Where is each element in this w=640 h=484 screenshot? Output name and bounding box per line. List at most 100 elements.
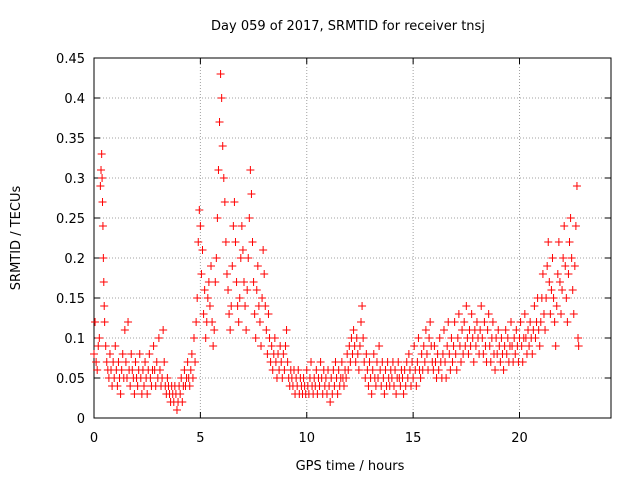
data-point xyxy=(159,326,168,334)
data-point xyxy=(559,254,568,262)
data-point xyxy=(242,326,251,334)
data-point xyxy=(152,358,161,366)
data-point xyxy=(183,358,192,366)
data-point xyxy=(105,350,114,358)
data-point xyxy=(189,334,198,342)
x-axis-label: GPS time / hours xyxy=(296,459,405,474)
data-point xyxy=(368,366,377,374)
data-point xyxy=(302,366,311,374)
data-point xyxy=(149,342,158,350)
data-point xyxy=(546,310,555,318)
data-point xyxy=(485,342,494,350)
data-point xyxy=(121,358,130,366)
data-point xyxy=(426,318,435,326)
data-point xyxy=(97,166,106,174)
data-point xyxy=(364,382,373,390)
data-point xyxy=(96,182,105,190)
data-point xyxy=(316,358,325,366)
data-point xyxy=(355,342,364,350)
data-point xyxy=(98,198,107,206)
data-point xyxy=(574,334,583,342)
chart-title: Day 059 of 2017, SRMTID for receiver tns… xyxy=(211,19,485,34)
data-point xyxy=(99,254,108,262)
data-point xyxy=(441,358,450,366)
data-point xyxy=(555,278,564,286)
data-point xyxy=(221,238,230,246)
data-point xyxy=(414,334,423,342)
data-point xyxy=(342,374,351,382)
data-point xyxy=(218,142,227,150)
data-point xyxy=(484,310,493,318)
y-axis-label: SRMTID / TECUs xyxy=(9,186,24,291)
data-point xyxy=(367,390,376,398)
data-point xyxy=(262,326,271,334)
data-point xyxy=(520,310,529,318)
data-point xyxy=(380,390,389,398)
data-point xyxy=(258,294,267,302)
data-point xyxy=(568,286,577,294)
data-point xyxy=(450,318,459,326)
data-point xyxy=(394,358,403,366)
axes: 0 0.05 0.1 0.15 0.2 0.25 0.3 0.35 0.4 0.45 0 5 10 15 2… xyxy=(56,52,612,446)
data-point xyxy=(357,318,366,326)
data-point xyxy=(499,366,508,374)
data-point xyxy=(541,326,550,334)
data-point xyxy=(563,318,572,326)
data-point xyxy=(131,358,140,366)
data-point xyxy=(452,366,461,374)
data-point xyxy=(454,310,463,318)
data-point xyxy=(215,118,224,126)
data-point xyxy=(214,166,223,174)
data-point xyxy=(339,382,348,390)
data-point xyxy=(365,358,374,366)
data-point xyxy=(413,358,422,366)
data-point xyxy=(496,358,505,366)
data-point xyxy=(511,350,520,358)
data-point xyxy=(422,350,431,358)
data-point xyxy=(448,358,457,366)
data-point xyxy=(467,310,476,318)
data-point xyxy=(351,358,360,366)
data-point xyxy=(460,318,469,326)
data-point xyxy=(92,358,101,366)
x-tick-label: 10 xyxy=(298,431,315,446)
data-point xyxy=(307,358,316,366)
data-point xyxy=(480,318,489,326)
data-point xyxy=(551,342,560,350)
data-point xyxy=(483,326,492,334)
data-point xyxy=(233,302,242,310)
data-point xyxy=(195,206,204,214)
data-point xyxy=(100,302,109,310)
data-point xyxy=(476,326,485,334)
data-point xyxy=(117,366,126,374)
data-point xyxy=(199,310,208,318)
data-point xyxy=(279,350,288,358)
data-point xyxy=(245,214,254,222)
y-tick-label: 0.05 xyxy=(56,372,85,387)
data-point xyxy=(419,342,428,350)
data-point xyxy=(283,358,292,366)
data-point xyxy=(222,270,231,278)
data-point xyxy=(217,94,226,102)
data-point xyxy=(213,214,222,222)
data-point xyxy=(219,174,228,182)
data-point xyxy=(235,294,244,302)
data-point xyxy=(486,358,495,366)
data-point xyxy=(538,270,547,278)
data-point xyxy=(270,334,279,342)
data-point xyxy=(553,270,562,278)
data-point xyxy=(196,222,205,230)
data-point xyxy=(562,294,571,302)
data-point xyxy=(570,262,579,270)
x-tick-label: 0 xyxy=(90,431,98,446)
data-point xyxy=(545,278,554,286)
data-point xyxy=(369,350,378,358)
data-point xyxy=(236,254,245,262)
data-point xyxy=(560,222,569,230)
data-point xyxy=(550,318,559,326)
data-point xyxy=(457,358,466,366)
data-point xyxy=(565,238,574,246)
data-point xyxy=(359,334,368,342)
data-point xyxy=(118,350,127,358)
y-tick-label: 0.4 xyxy=(64,92,85,107)
